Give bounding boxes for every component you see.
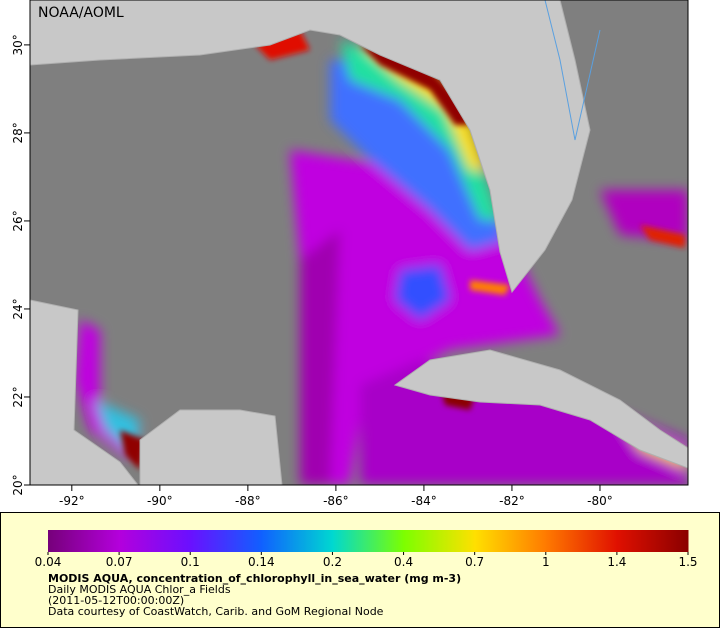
colorbar-segment	[474, 530, 547, 552]
map-area	[30, 0, 688, 485]
colorbar-segment	[190, 530, 262, 552]
colorbar-segment	[261, 530, 333, 552]
credit: NOAA/AOML	[38, 5, 124, 21]
yucatan-land	[139, 409, 283, 485]
x-tick-label: -82°	[499, 494, 525, 508]
y-tick-label: 22°	[11, 386, 25, 407]
x-tick-label: -90°	[147, 494, 173, 508]
y-tick-label: 30°	[11, 34, 25, 55]
cuba-land	[393, 349, 688, 469]
colorbar-segment	[403, 530, 476, 552]
coastal-bloom	[120, 30, 685, 470]
colorbar-segment	[119, 530, 191, 552]
colorbar-title: MODIS AQUA, concentration_of_chlorophyll…	[48, 572, 461, 585]
colorbar-tick-label: 1.4	[607, 555, 626, 569]
mexico-land	[30, 299, 139, 485]
colorbar-tick-label: 0.07	[106, 555, 133, 569]
chlorophyll-field	[75, 40, 688, 485]
caption-line: Data courtesy of CoastWatch, Carib. and …	[48, 605, 384, 618]
colorbar-segment	[332, 530, 405, 552]
map-frame	[29, 0, 689, 486]
y-tick-label: 20°	[11, 474, 25, 495]
colorbar-tick-label: 1	[542, 555, 550, 569]
y-tick-label: 26°	[11, 210, 25, 231]
colorbar-tick-label: 0.14	[248, 555, 275, 569]
x-tick-label: -80°	[587, 494, 613, 508]
credit-bg	[32, 2, 112, 22]
colorbar-segment	[616, 530, 689, 552]
north-america-land	[30, 0, 591, 294]
colorbar-segment	[48, 530, 120, 552]
y-tick-label: 24°	[11, 298, 25, 319]
x-tick-label: -86°	[323, 494, 349, 508]
colorbar-tick-label: 0.1	[181, 555, 200, 569]
x-tick-label: -84°	[411, 494, 437, 508]
colorbar-tick-label: 0.2	[323, 555, 342, 569]
x-tick-label: -88°	[235, 494, 261, 508]
colorbar-tick-label: 0.04	[35, 555, 62, 569]
x-tick-label: -92°	[59, 494, 85, 508]
y-tick-label: 28°	[11, 122, 25, 143]
colorbar-tick-label: 1.5	[678, 555, 697, 569]
colorbar-segment	[545, 530, 618, 552]
caption-line: Daily MODIS AQUA Chlor_a Fields	[48, 583, 231, 596]
colorbar-tick-label: 0.7	[465, 555, 484, 569]
rivers	[544, 0, 601, 141]
caption-line: (2011-05-12T00:00:00Z)	[48, 594, 184, 607]
colorbar-tick-label: 0.4	[394, 555, 413, 569]
